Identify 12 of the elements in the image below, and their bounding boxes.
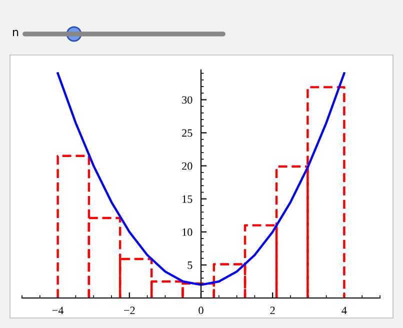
x-tick-label: −2 [124, 306, 135, 314]
x-tick-label: 2 [270, 306, 275, 314]
y-tick-label: 30 [182, 96, 192, 104]
x-tick-label: 0 [198, 306, 204, 314]
y-tick-label: 20 [182, 162, 192, 170]
x-tick-label: 4 [342, 306, 347, 314]
y-tick-label: 10 [182, 228, 192, 236]
text: n [13, 30, 18, 36]
y-tick-label: 25 [182, 129, 192, 137]
y-tick-label: 5 [188, 262, 192, 269]
y-tick-label: 15 [182, 195, 192, 203]
x-tick-label: −4 [52, 306, 64, 314]
